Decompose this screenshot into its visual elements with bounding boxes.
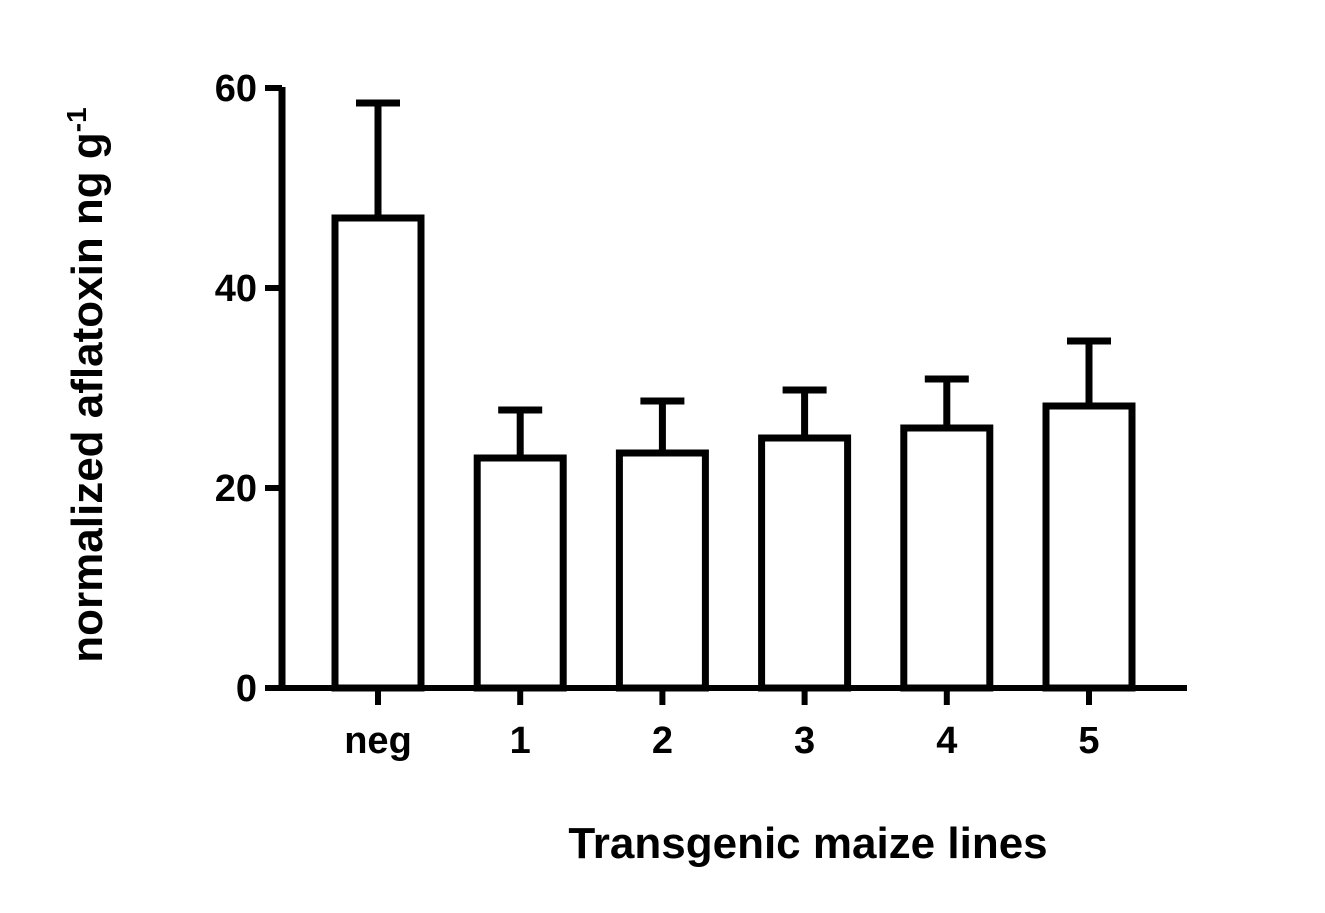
y-axis-title-exponent: -1 [61,107,92,132]
bar-group [331,99,425,692]
bar [473,454,567,692]
bar [1042,402,1136,692]
x-tick-label: 1 [510,720,531,762]
bars-layer [331,99,1136,692]
x-ticks: neg 1 2 3 4 5 [344,688,1100,762]
x-tick-label: 5 [1078,720,1099,762]
x-tick-label: 3 [794,720,815,762]
y-tick-label: 60 [215,68,257,110]
bar-group [473,406,567,692]
bar [615,449,709,692]
axes-layer [278,87,1187,691]
y-ticks: 0 20 40 60 [215,68,282,710]
bar-group [758,386,852,692]
x-tick-label: neg [344,720,412,762]
y-axis-title: normalized aflatoxin ng g-1 [61,107,112,662]
y-tick-label: 20 [215,468,257,510]
bar-group [1042,337,1136,692]
bar [331,214,425,692]
y-axis-title-main: normalized aflatoxin ng g [63,132,112,663]
x-tick-label: 2 [652,720,673,762]
bar [758,434,852,692]
bar-group [900,375,994,692]
bar-group [615,397,709,692]
bar [900,424,994,692]
y-tick-label: 40 [215,268,257,310]
x-axis-title: Transgenic maize lines [568,819,1047,868]
x-tick-label: 4 [936,720,957,762]
y-tick-label: 0 [236,668,257,710]
